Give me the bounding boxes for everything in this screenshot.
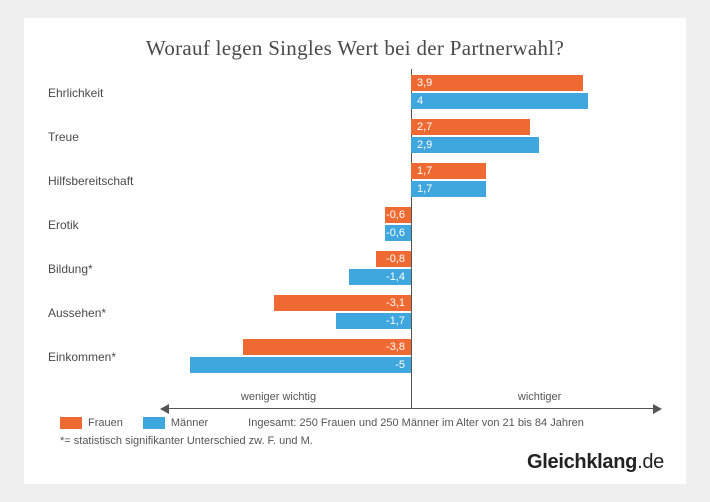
bar-value-label: 2,9 [417, 139, 432, 151]
axis-label-positive: wichtiger [518, 391, 561, 403]
legend-label-maenner: Männer [171, 417, 208, 429]
bar-maenner: -1,7 [336, 313, 411, 329]
bar-frauen: -0,6 [385, 207, 412, 223]
footnote: *= statistisch signifikanter Unterschied… [60, 435, 662, 447]
brand-logo: Gleichklang.de [527, 451, 664, 474]
bar-value-label: 1,7 [417, 165, 432, 177]
legend-item-frauen: Frauen [60, 417, 123, 429]
bar-frauen: -3,1 [274, 295, 411, 311]
chart-row: Erotik-0,6-0,6 [168, 205, 654, 245]
bar-value-label: 2,7 [417, 121, 432, 133]
chart-row: Treue2,72,9 [168, 117, 654, 157]
bar-maenner: 1,7 [411, 181, 486, 197]
bar-value-label: -3,1 [386, 297, 405, 309]
bar-value-label: 1,7 [417, 183, 432, 195]
diverging-bar-chart: weniger wichtig wichtiger Ehrlichkeit3,9… [168, 69, 654, 409]
axis-label-negative: weniger wichtig [241, 391, 316, 403]
bar-value-label: -1,4 [386, 271, 405, 283]
category-label: Treue [48, 130, 160, 144]
chart-row: Hilfsbereitschaft1,71,7 [168, 161, 654, 201]
category-label: Hilfsbereitschaft [48, 174, 160, 188]
chart-row: Ehrlichkeit3,94 [168, 73, 654, 113]
bar-value-label: 4 [417, 95, 423, 107]
axis-arrow-right-icon [653, 404, 662, 414]
bar-maenner: -0,6 [385, 225, 412, 241]
bar-frauen: 3,9 [411, 75, 583, 91]
bar-frauen: 2,7 [411, 119, 530, 135]
bar-maenner: -5 [190, 357, 411, 373]
chart-title: Worauf legen Singles Wert bei der Partne… [48, 36, 662, 61]
category-label: Erotik [48, 218, 160, 232]
category-label: Aussehen* [48, 306, 160, 320]
category-label: Einkommen* [48, 350, 160, 364]
bar-maenner: -1,4 [349, 269, 411, 285]
bar-value-label: -0,8 [386, 253, 405, 265]
bar-value-label: -5 [395, 359, 405, 371]
legend-swatch-maenner [143, 417, 165, 429]
x-axis-line [166, 408, 656, 409]
chart-card: Worauf legen Singles Wert bei der Partne… [24, 18, 686, 484]
category-label: Bildung* [48, 262, 160, 276]
bar-frauen: 1,7 [411, 163, 486, 179]
bar-frauen: -3,8 [243, 339, 411, 355]
brand-name: Gleichklang [527, 451, 637, 473]
chart-row: Einkommen*-3,8-5 [168, 337, 654, 377]
sample-note: Ingesamt: 250 Frauen und 250 Männer im A… [248, 417, 584, 429]
chart-row: Aussehen*-3,1-1,7 [168, 293, 654, 333]
chart-row: Bildung*-0,8-1,4 [168, 249, 654, 289]
axis-arrow-left-icon [160, 404, 169, 414]
bar-value-label: -3,8 [386, 341, 405, 353]
category-label: Ehrlichkeit [48, 86, 160, 100]
legend-item-maenner: Männer [143, 417, 208, 429]
bar-value-label: -0,6 [386, 209, 405, 221]
bar-maenner: 4 [411, 93, 588, 109]
legend-swatch-frauen [60, 417, 82, 429]
brand-suffix: .de [637, 451, 664, 473]
legend-label-frauen: Frauen [88, 417, 123, 429]
bar-maenner: 2,9 [411, 137, 539, 153]
bar-frauen: -0,8 [376, 251, 411, 267]
bar-value-label: -0,6 [386, 227, 405, 239]
bar-value-label: -1,7 [386, 315, 405, 327]
bar-value-label: 3,9 [417, 77, 432, 89]
legend: Frauen Männer Ingesamt: 250 Frauen und 2… [60, 417, 662, 429]
